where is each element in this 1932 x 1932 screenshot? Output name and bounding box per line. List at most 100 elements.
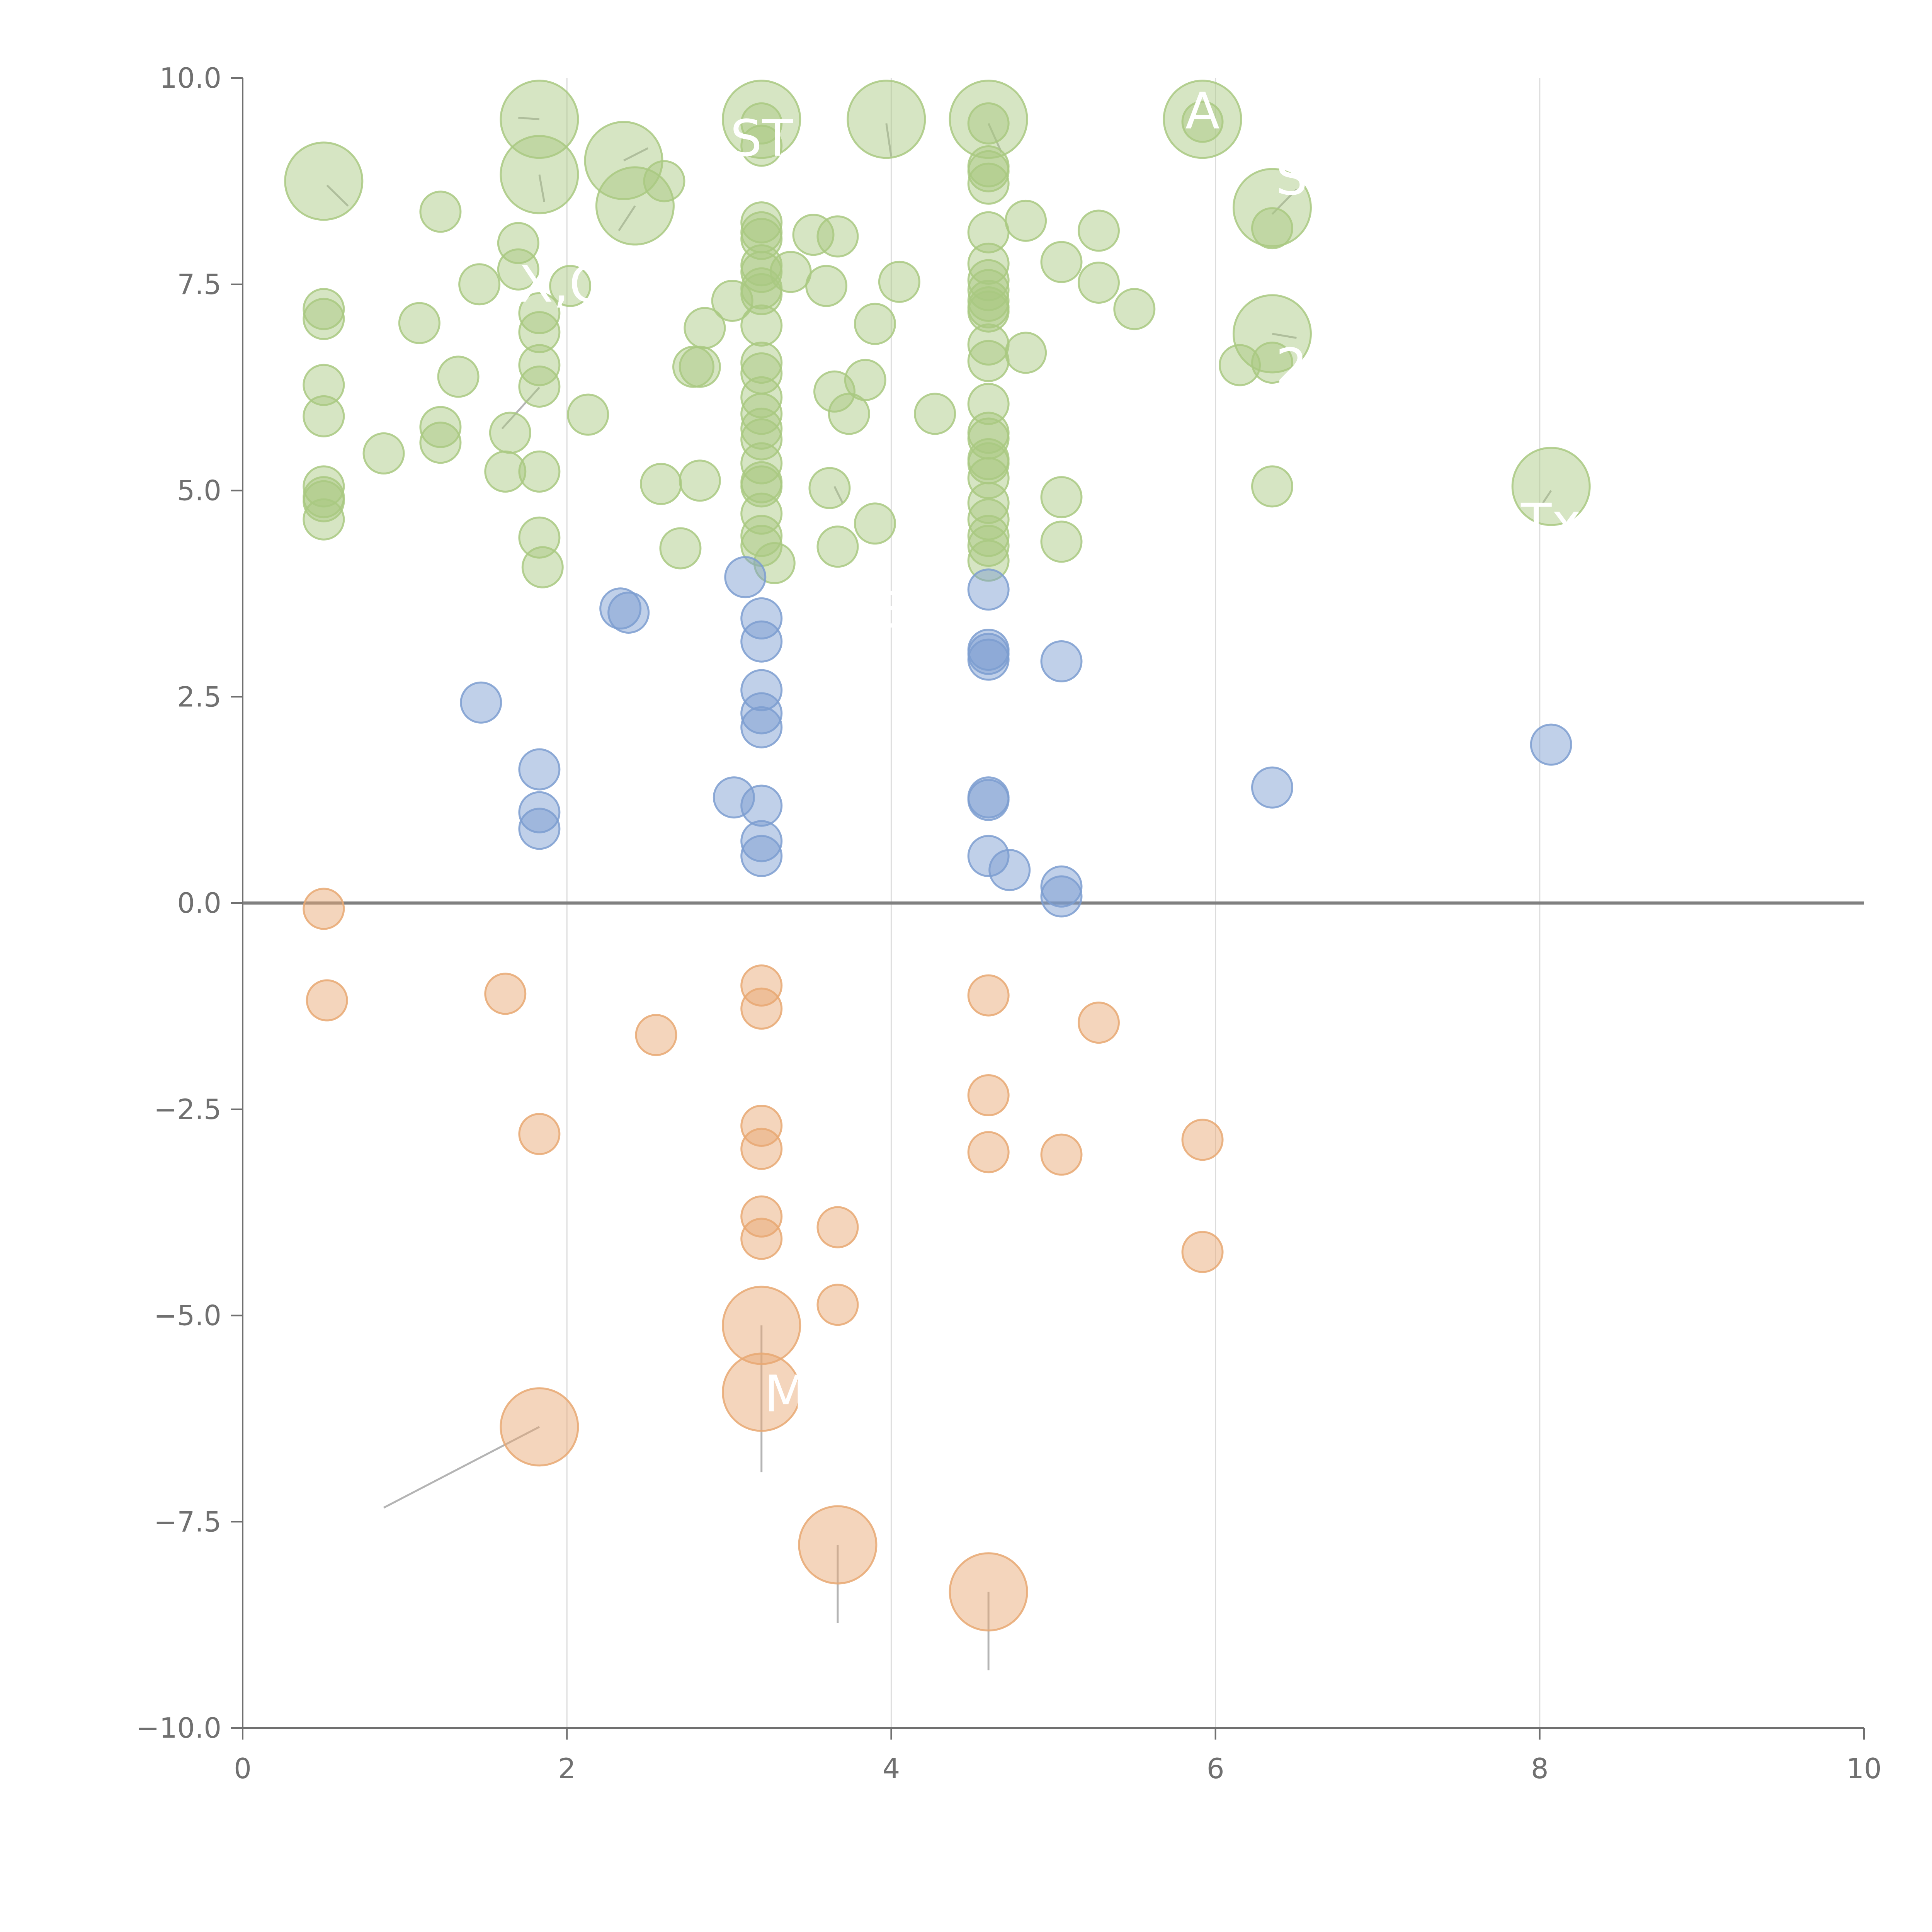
ticks: −10.0 −7.5 −5.0 −2.5 0.0 2.5 5.0 7.5 10.0 0 2 4 6 8 10 bbox=[136, 62, 1881, 1785]
y-tick-label: −5.0 bbox=[154, 1299, 221, 1332]
data-point-high bbox=[518, 450, 561, 493]
data-point-mid bbox=[713, 776, 755, 819]
data-point-mid bbox=[1040, 875, 1083, 918]
data-point-low bbox=[500, 1387, 579, 1467]
y-tick-label: 2.5 bbox=[177, 680, 221, 713]
y-tick-label: 5.0 bbox=[177, 474, 221, 507]
data-point-high bbox=[740, 442, 783, 485]
data-point-high bbox=[1113, 288, 1156, 330]
data-point-low bbox=[967, 1131, 1010, 1173]
leader-line bbox=[1272, 333, 1297, 339]
data-point-high bbox=[1251, 207, 1293, 250]
data-point-high bbox=[967, 150, 1010, 192]
data-point-low bbox=[967, 974, 1010, 1017]
data-point-high bbox=[967, 290, 1010, 333]
leader-line bbox=[623, 147, 649, 162]
data-point-mid bbox=[1040, 865, 1083, 908]
data-point-mid bbox=[1040, 640, 1083, 682]
data-point-low bbox=[740, 1195, 783, 1238]
data-point-high bbox=[1040, 520, 1083, 563]
data-point-mid bbox=[1251, 766, 1293, 809]
data-point-low bbox=[722, 1286, 801, 1365]
data-point-high bbox=[419, 406, 462, 448]
data-point-low bbox=[967, 1074, 1010, 1116]
data-point-high bbox=[518, 292, 561, 334]
leader-line bbox=[326, 184, 349, 207]
data-point-low bbox=[740, 1218, 783, 1260]
point-label: M bbox=[764, 1364, 808, 1423]
data-point-high bbox=[303, 498, 345, 541]
data-point-high bbox=[740, 273, 783, 315]
data-point-high bbox=[303, 298, 345, 340]
data-point-high bbox=[914, 393, 956, 435]
data-point-high bbox=[398, 302, 440, 344]
data-point-mid bbox=[740, 820, 783, 862]
data-point-high bbox=[1232, 294, 1312, 374]
y-tick-label: 0.0 bbox=[177, 887, 221, 919]
point-label: A bbox=[1185, 82, 1220, 140]
data-point-high bbox=[967, 457, 1010, 499]
data-point-low bbox=[1181, 1119, 1224, 1161]
data-point-high bbox=[740, 515, 783, 557]
data-point-mid bbox=[740, 706, 783, 748]
data-point-mid bbox=[740, 692, 783, 735]
data-point-high bbox=[521, 546, 564, 588]
data-point-high bbox=[1005, 199, 1047, 242]
data-point-high bbox=[1251, 465, 1293, 508]
data-point-high bbox=[967, 269, 1010, 311]
data-point-high bbox=[967, 383, 1010, 425]
data-point-mid bbox=[518, 791, 561, 833]
data-point-high bbox=[967, 340, 1010, 382]
data-point-low bbox=[740, 1128, 783, 1170]
data-point-mid bbox=[740, 784, 783, 827]
data-point-high bbox=[549, 265, 592, 307]
data-point-mid bbox=[1530, 723, 1572, 766]
data-point-low bbox=[722, 1352, 801, 1432]
data-point-high bbox=[740, 102, 783, 145]
data-point-high bbox=[740, 393, 783, 435]
x-tick-label: 4 bbox=[882, 1752, 900, 1785]
data-point-high bbox=[740, 342, 783, 384]
data-point-mid bbox=[988, 849, 1031, 891]
data-point-low bbox=[635, 1014, 677, 1056]
data-point-high bbox=[967, 515, 1010, 557]
data-point-high bbox=[740, 418, 783, 461]
data-point-low bbox=[740, 987, 783, 1030]
data-point-high bbox=[1005, 332, 1047, 374]
data-point-high bbox=[967, 525, 1010, 567]
data-point-high bbox=[1163, 80, 1242, 159]
y-tick-label: 7.5 bbox=[177, 268, 221, 301]
data-point-high bbox=[679, 459, 721, 502]
data-point-high bbox=[1040, 241, 1083, 283]
leader-line bbox=[518, 116, 540, 121]
data-point-low bbox=[518, 1113, 561, 1155]
data-point-high bbox=[792, 214, 835, 256]
data-point-high bbox=[1077, 261, 1120, 304]
x-tick-label: 0 bbox=[234, 1752, 252, 1785]
data-point-high bbox=[967, 323, 1010, 366]
data-point-high bbox=[844, 359, 886, 401]
leader-line bbox=[538, 174, 545, 202]
data-point-high bbox=[1251, 342, 1293, 384]
data-point-high bbox=[740, 201, 783, 244]
leader-line bbox=[618, 205, 636, 231]
data-point-mid bbox=[518, 808, 561, 850]
data-point-low bbox=[1077, 1002, 1120, 1044]
data-point-high bbox=[878, 260, 920, 303]
data-point-high bbox=[949, 80, 1028, 159]
data-point-high bbox=[362, 432, 405, 474]
data-point-mid bbox=[518, 748, 561, 791]
data-point-low bbox=[484, 973, 527, 1015]
leader-line bbox=[501, 386, 540, 430]
data-point-high bbox=[679, 345, 721, 388]
data-point-mid bbox=[607, 591, 650, 634]
data-point-high bbox=[303, 480, 345, 522]
data-point-high bbox=[1040, 476, 1083, 519]
data-point-high bbox=[967, 539, 1010, 582]
data-point-high bbox=[437, 355, 480, 398]
data-point-high bbox=[854, 502, 896, 545]
data-point-high bbox=[769, 251, 812, 293]
data-point-mid bbox=[740, 620, 783, 663]
leader-line bbox=[833, 486, 844, 503]
data-point-mid bbox=[740, 669, 783, 711]
